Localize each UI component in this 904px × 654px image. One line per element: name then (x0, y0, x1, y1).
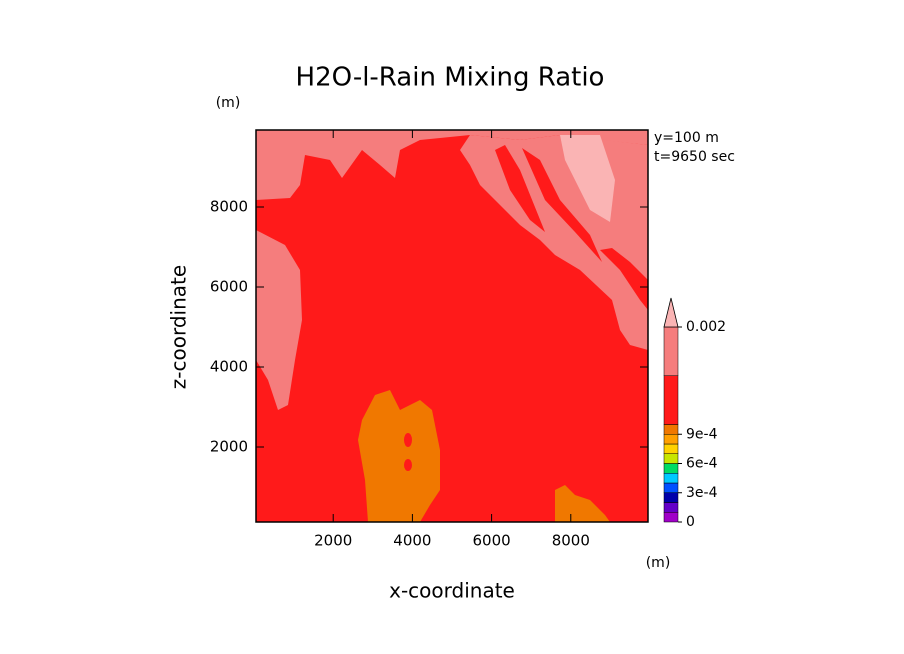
y-axis-label: z-coordinate (167, 265, 191, 389)
contour-region (404, 459, 412, 471)
colorbar-box (663, 424, 679, 435)
x-tick-label: 2000 (314, 532, 352, 550)
annotation: y=100 m (654, 130, 719, 146)
colorbar-box (663, 463, 679, 474)
x-tick-label: 4000 (393, 532, 431, 550)
contour-region (256, 230, 302, 410)
colorbar-extend (663, 297, 679, 328)
plot-frame (255, 129, 649, 523)
contour-region (256, 130, 648, 200)
contour-region (555, 485, 610, 522)
colorbar-box (663, 492, 679, 503)
y-tick-label: 4000 (210, 358, 248, 376)
x-tick-label: 8000 (552, 532, 590, 550)
colorbar-tick-label: 0.002 (686, 319, 726, 335)
contour-region (600, 248, 648, 310)
colorbar-tick-label: 0 (686, 514, 695, 530)
colorbar-tick-label: 6e-4 (686, 456, 718, 472)
contour-region (404, 433, 412, 447)
colorbar-box (663, 326, 679, 376)
contour-field (256, 130, 648, 522)
colorbar-box (663, 473, 679, 484)
colorbar-box (663, 375, 679, 425)
colorbar-box (663, 512, 679, 523)
x-axis-label: x-coordinate (389, 579, 515, 603)
y-tick-label: 2000 (210, 438, 248, 456)
y-unit: (m) (216, 95, 241, 111)
chart-title: H2O-l-Rain Mixing Ratio (296, 63, 605, 93)
contour-region (495, 145, 545, 232)
x-tick-label: 6000 (473, 532, 511, 550)
colorbar-box (663, 453, 679, 464)
y-tick-label: 6000 (210, 278, 248, 296)
contour-region (358, 390, 440, 522)
annotation: t=9650 sec (654, 149, 735, 165)
colorbar-box (663, 502, 679, 513)
colorbar-tick-label: 3e-4 (686, 485, 718, 501)
colorbar-tick-label: 9e-4 (686, 426, 718, 442)
colorbar-box (663, 482, 679, 493)
x-unit: (m) (646, 555, 671, 571)
colorbar-box (663, 443, 679, 454)
contour-region (560, 135, 615, 222)
contour-region (522, 148, 602, 262)
colorbar-box (663, 434, 679, 445)
y-tick-label: 8000 (210, 198, 248, 216)
